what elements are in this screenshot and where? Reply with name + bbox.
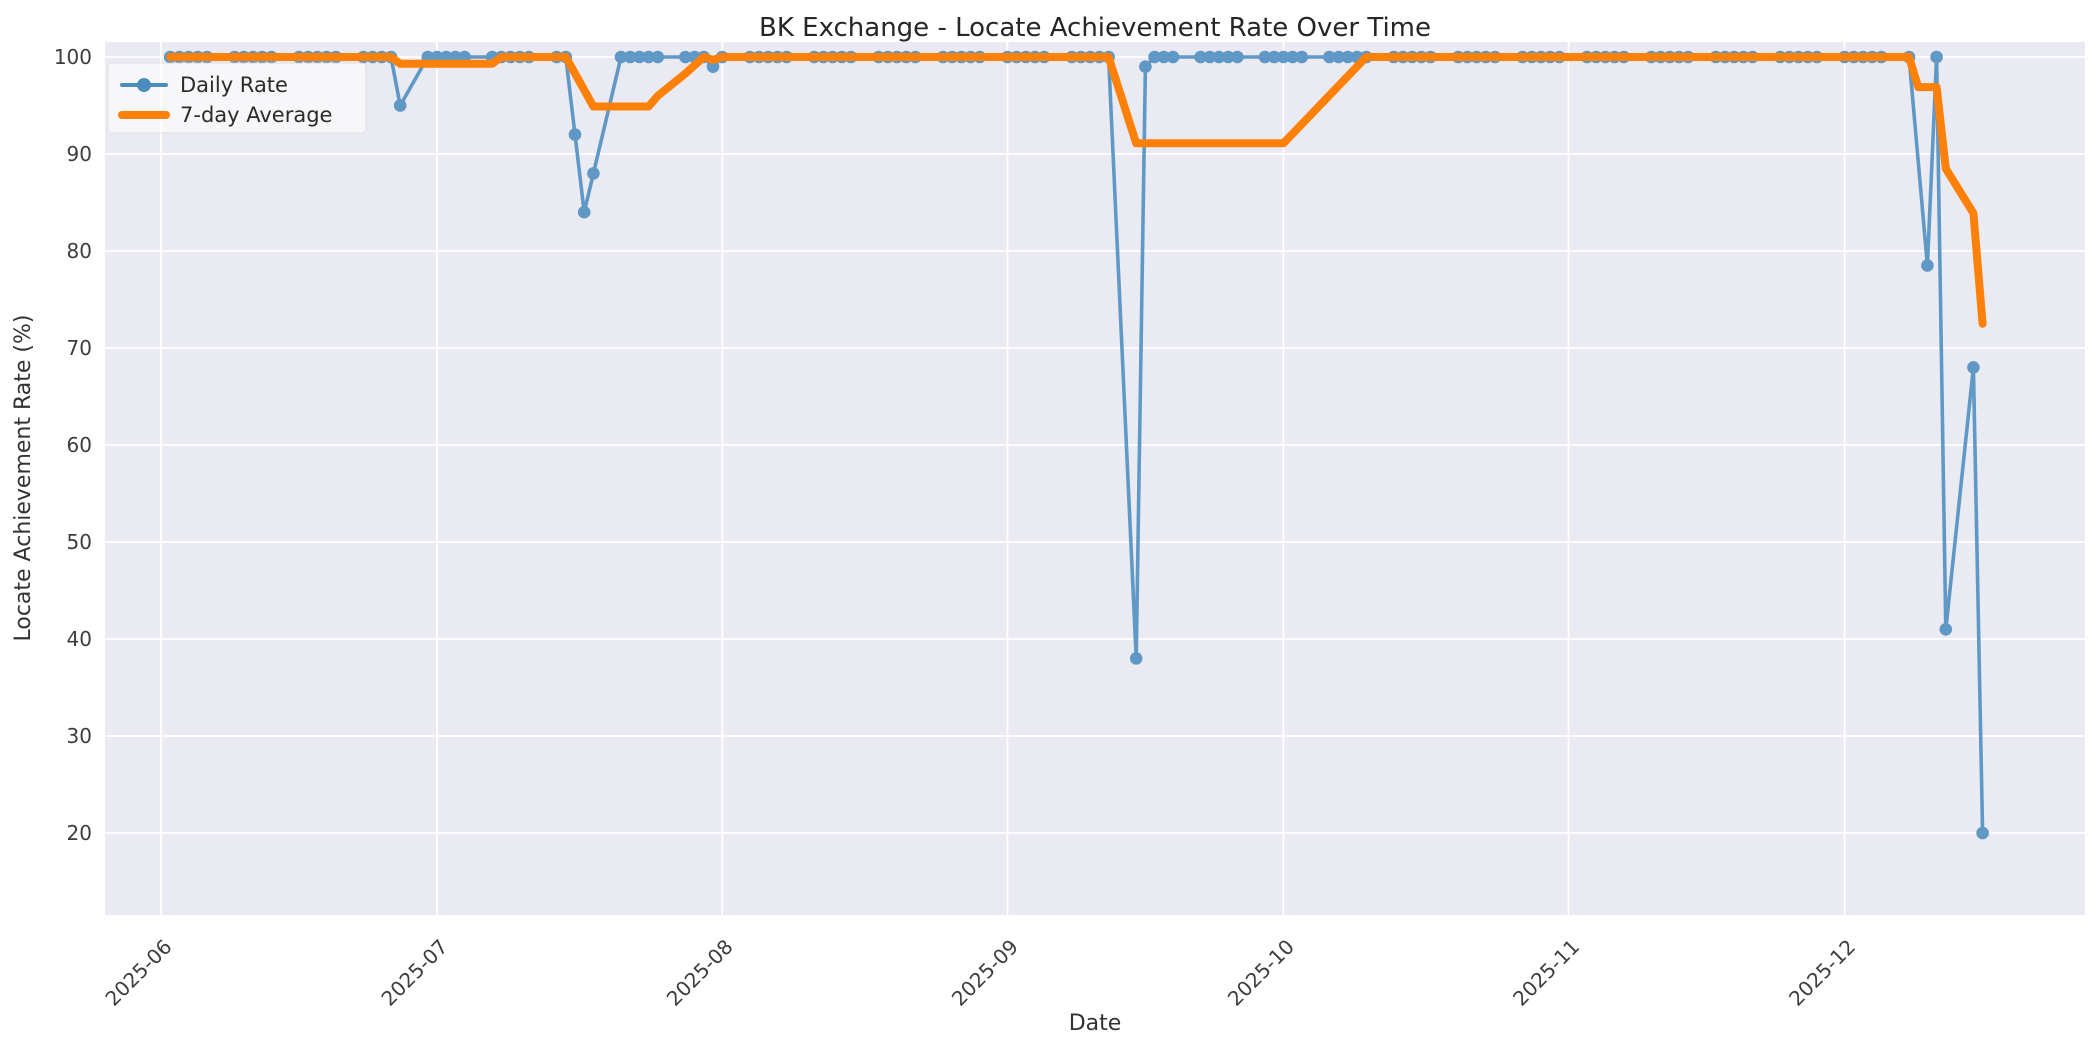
y-tick-label: 100 (54, 45, 92, 69)
y-tick-label: 80 (67, 239, 92, 263)
daily-rate-point (587, 167, 600, 180)
y-tick-label: 20 (67, 821, 92, 845)
y-axis-label: Locate Achievement Rate (%) (11, 314, 36, 641)
seven-day-average-series (166, 53, 1987, 328)
y-tick-label: 70 (67, 336, 92, 360)
daily-rate-point (679, 50, 692, 64)
daily-rate-point (1139, 60, 1152, 73)
legend-swatch-marker-icon (137, 78, 151, 92)
x-tick-label: 2025-12 (1784, 935, 1860, 1011)
x-tick-label: 2025-10 (1223, 935, 1299, 1011)
daily-rate-point (623, 50, 637, 64)
legend-box (107, 62, 367, 134)
legend: Daily Rate 7-day Average (107, 62, 367, 134)
daily-rate-point (1157, 50, 1171, 64)
x-tick-label: 2025-08 (662, 935, 738, 1011)
legend-item-seven-day-average: 7-day Average (118, 103, 332, 127)
daily-rate-point (1295, 50, 1309, 64)
seven-day-average-line (166, 53, 1987, 328)
daily-rate-point (1930, 50, 1943, 64)
daily-rate-point (1976, 826, 1989, 840)
y-tick-label: 60 (67, 433, 92, 457)
x-gridlines (160, 42, 1846, 915)
daily-rate-point (577, 205, 591, 219)
daily-rate-point (1332, 50, 1345, 64)
daily-rate-point (614, 50, 628, 64)
x-tick-label: 2025-09 (947, 935, 1023, 1011)
daily-rate-point (1221, 50, 1235, 64)
daily-rate-point (1341, 50, 1355, 64)
daily-rate-point (642, 50, 655, 64)
daily-rate-point (1277, 50, 1290, 64)
legend-label: 7-day Average (180, 103, 332, 127)
daily-rate-point (1258, 50, 1272, 64)
y-tick-label: 40 (67, 627, 92, 651)
daily-rate-point (1267, 50, 1281, 64)
x-tick-labels: 2025-06 2025-07 2025-08 2025-09 2025-10 2025-… (100, 935, 1860, 1011)
daily-rate-point (1212, 50, 1226, 64)
legend-label: Daily Rate (180, 73, 288, 97)
plot-area (105, 42, 2085, 915)
daily-rate-point (1967, 361, 1980, 374)
y-tick-label: 30 (67, 724, 92, 748)
daily-rate-point (1203, 50, 1217, 64)
daily-rate-point (1194, 50, 1207, 64)
chart-title: BK Exchange - Locate Achievement Rate Ov… (759, 13, 1431, 43)
daily-rate-point (393, 99, 407, 112)
y-tick-labels: 20 30 40 50 60 70 80 90 100 (54, 45, 92, 845)
x-tick-label: 2025-06 (100, 935, 176, 1011)
y-tick-label: 90 (67, 142, 92, 166)
x-tick-label: 2025-07 (376, 935, 452, 1011)
daily-rate-point (1129, 652, 1143, 665)
daily-rate-point (1231, 50, 1244, 64)
daily-rate-point (1286, 50, 1299, 64)
x-axis-label: Date (1069, 1011, 1122, 1036)
y-tick-label: 50 (67, 530, 92, 554)
daily-rate-point (706, 60, 720, 73)
daily-rate-point (1166, 50, 1180, 64)
daily-rate-point (633, 50, 646, 64)
legend-item-daily-rate: Daily Rate (120, 73, 288, 97)
daily-rate-point (1921, 259, 1934, 272)
daily-rate-point (568, 128, 582, 141)
daily-rate-point (651, 50, 665, 64)
x-tick-label: 2025-11 (1508, 935, 1584, 1011)
daily-rate-point (1148, 50, 1161, 64)
daily-rate-point (1323, 50, 1336, 64)
daily-rate-point (1939, 623, 1953, 636)
